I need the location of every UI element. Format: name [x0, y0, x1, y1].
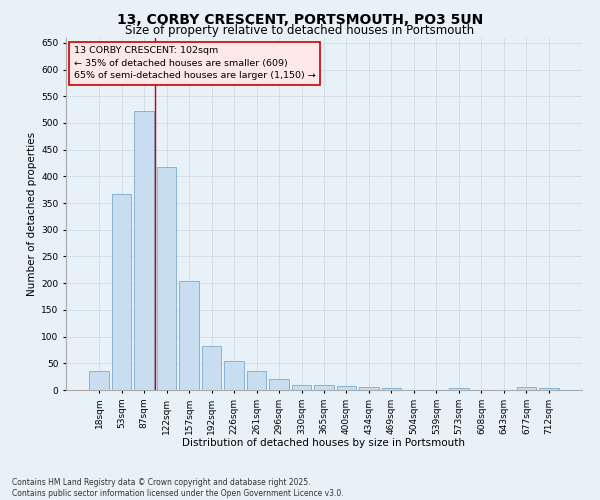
Bar: [157, 167, 176, 390]
Text: Contains HM Land Registry data © Crown copyright and database right 2025.
Contai: Contains HM Land Registry data © Crown c…: [12, 478, 344, 498]
Y-axis label: Number of detached properties: Number of detached properties: [27, 132, 37, 296]
Bar: [292, 384, 311, 390]
Bar: [179, 280, 199, 390]
Bar: [539, 388, 559, 390]
Bar: [224, 360, 244, 390]
Bar: [359, 388, 379, 390]
X-axis label: Distribution of detached houses by size in Portsmouth: Distribution of detached houses by size …: [182, 438, 466, 448]
Bar: [449, 388, 469, 390]
Bar: [202, 346, 221, 390]
Bar: [382, 388, 401, 390]
Bar: [269, 380, 289, 390]
Bar: [134, 111, 154, 390]
Bar: [89, 372, 109, 390]
Bar: [517, 388, 536, 390]
Bar: [314, 384, 334, 390]
Text: 13, CORBY CRESCENT, PORTSMOUTH, PO3 5UN: 13, CORBY CRESCENT, PORTSMOUTH, PO3 5UN: [117, 12, 483, 26]
Text: 13 CORBY CRESCENT: 102sqm
← 35% of detached houses are smaller (609)
65% of semi: 13 CORBY CRESCENT: 102sqm ← 35% of detac…: [74, 46, 316, 80]
Bar: [337, 386, 356, 390]
Bar: [247, 372, 266, 390]
Text: Size of property relative to detached houses in Portsmouth: Size of property relative to detached ho…: [125, 24, 475, 37]
Bar: [112, 194, 131, 390]
